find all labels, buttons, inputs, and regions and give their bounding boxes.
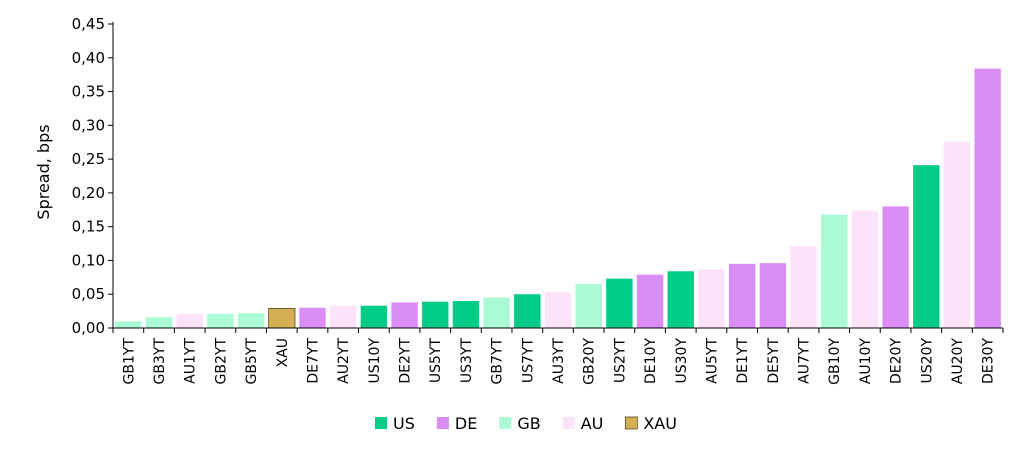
bar-gb1yt: [115, 321, 142, 328]
bar-de7yt: [299, 307, 326, 328]
x-tick-label: US10Y: [367, 338, 383, 384]
bar-au20y: [943, 141, 971, 328]
x-tick-label: GB5YT: [244, 338, 260, 385]
y-axis-ticks: 0,00 0,05 0,10 0,15 0,20 0,25 0,30 0,35 0,40 0,45: [72, 15, 113, 337]
legend-label-gb: GB: [517, 414, 540, 433]
bar-au7yt: [790, 246, 817, 328]
x-tick-label: DE20Y: [889, 338, 905, 384]
x-tick-label: GB1YT: [121, 338, 137, 385]
bar-de10y: [636, 274, 664, 328]
y-tick-label: 0,35: [72, 83, 105, 101]
x-tick-label: DE2YT: [398, 338, 414, 384]
bar-gb3yt: [145, 317, 173, 328]
legend-label-xau: XAU: [643, 414, 677, 433]
y-axis-title: Spread, bps: [34, 124, 53, 219]
x-tick-label: US3YT: [459, 338, 475, 384]
x-axis-labels: GB1YT GB3YT AU1YT GB2YT GB5YT XAU DE7YT AU2YT US…: [121, 338, 996, 385]
bar-us30y: [667, 271, 694, 328]
x-tick-label: AU7YT: [797, 338, 813, 384]
y-tick-label: 0,00: [72, 319, 105, 337]
x-tick-label: AU2YT: [336, 338, 352, 384]
x-tick-label: US2YT: [612, 338, 628, 384]
x-tick-label: DE7YT: [305, 338, 321, 384]
bar-us20y: [913, 165, 940, 328]
bar-de5yt: [759, 263, 787, 328]
bar-us3yt: [452, 300, 480, 328]
y-tick-label: 0,30: [72, 116, 105, 134]
bar-gb2yt: [207, 313, 234, 328]
y-tick-label: 0,45: [72, 15, 105, 33]
bar-us10y: [360, 305, 388, 328]
bar-de20y: [882, 206, 909, 328]
x-tick-label: AU3YT: [551, 338, 567, 384]
bar-au10y: [851, 210, 879, 328]
bar-de2yt: [391, 302, 418, 328]
x-tick-label: GB3YT: [152, 338, 168, 385]
x-tick-label: US7YT: [520, 338, 536, 384]
bar-gb10y: [821, 214, 848, 328]
bar-gb7yt: [483, 297, 510, 328]
x-tick-label: DE30Y: [981, 338, 997, 384]
legend-swatch-au: [562, 417, 575, 429]
legend-label-us: US: [393, 414, 415, 433]
y-tick-label: 0,05: [72, 285, 105, 303]
bar-xau: [268, 308, 296, 329]
bar-au3yt: [544, 292, 572, 328]
x-tick-label: AU20Y: [950, 338, 966, 385]
x-tick-label: GB7YT: [490, 338, 506, 385]
x-tick-label: XAU: [275, 338, 291, 367]
y-tick-label: 0,10: [72, 251, 105, 269]
legend-swatch-us: [375, 417, 387, 429]
x-tick-label: AU5YT: [704, 338, 720, 384]
bar-us5yt: [422, 301, 449, 328]
bar-de30y: [974, 68, 1001, 328]
x-tick-label: US20Y: [919, 338, 935, 384]
x-tick-label: DE5YT: [766, 338, 782, 384]
y-tick-label: 0,25: [72, 150, 105, 168]
legend-label-de: DE: [455, 414, 477, 433]
x-tick-label: DE1YT: [735, 338, 751, 384]
x-tick-label: US5YT: [428, 338, 444, 384]
bar-au1yt: [176, 313, 203, 328]
bar-gb20y: [575, 284, 602, 328]
x-tick-label: US30Y: [674, 338, 690, 384]
bars: [115, 68, 1001, 329]
x-tick-label: DE10Y: [643, 338, 659, 384]
legend-label-au: AU: [581, 414, 604, 433]
y-tick-label: 0,40: [72, 49, 105, 67]
bar-us7yt: [514, 294, 541, 328]
legend-swatch-gb: [499, 417, 512, 429]
bar-de1yt: [728, 263, 756, 328]
x-tick-label: GB2YT: [213, 338, 229, 385]
bar-au5yt: [698, 269, 725, 328]
bar-us2yt: [606, 278, 633, 328]
axes: [112, 22, 1004, 333]
y-tick-label: 0,20: [72, 184, 105, 202]
x-tick-label: AU10Y: [858, 338, 874, 385]
x-tick-label: AU1YT: [183, 338, 199, 384]
legend-swatch-xau: [624, 416, 638, 430]
bar-gb5yt: [237, 313, 265, 328]
y-tick-label: 0,15: [72, 218, 105, 236]
legend: US DE GB AU XAU: [375, 414, 677, 433]
x-tick-label: GB10Y: [827, 338, 843, 385]
legend-swatch-de: [436, 417, 449, 429]
x-tick-label: GB20Y: [582, 338, 598, 385]
bar-au2yt: [329, 305, 357, 328]
